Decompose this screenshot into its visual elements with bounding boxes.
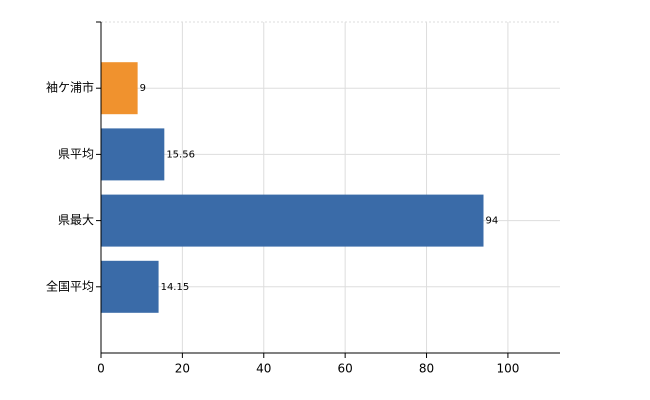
value-label: 14.15 <box>161 282 190 293</box>
y-tick-label: 県最大 <box>58 213 94 227</box>
bar <box>101 128 165 181</box>
x-tick-label: 100 <box>496 362 519 376</box>
bar <box>101 62 138 115</box>
y-tick-label: 袖ケ浦市 <box>46 80 94 95</box>
bar <box>101 194 484 247</box>
y-tick-label: 県平均 <box>58 147 94 161</box>
x-tick-label: 80 <box>419 362 434 376</box>
x-tick-label: 60 <box>338 362 353 376</box>
x-tick-label: 20 <box>175 362 190 376</box>
bar <box>101 260 159 313</box>
value-label: 15.56 <box>166 149 195 160</box>
value-label: 9 <box>140 83 146 94</box>
x-tick-label: 40 <box>256 362 271 376</box>
value-label: 94 <box>486 216 499 227</box>
x-tick-label: 0 <box>97 362 105 376</box>
y-tick-label: 全国平均 <box>46 278 94 293</box>
